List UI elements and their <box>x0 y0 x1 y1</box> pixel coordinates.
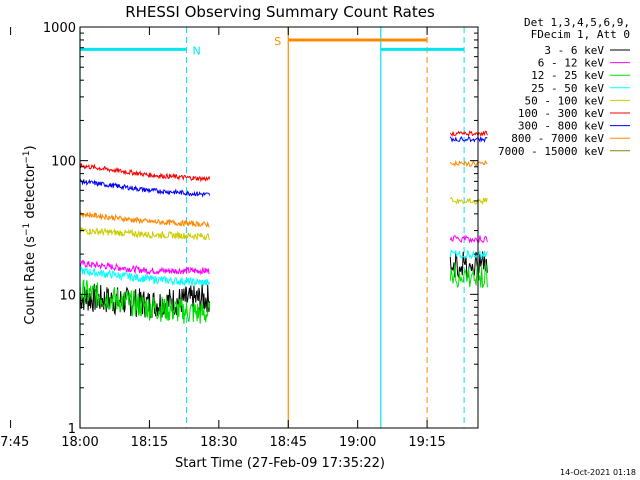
y-tick-label: 100 <box>51 155 76 170</box>
x-tick-label: 19:15 <box>408 435 445 450</box>
series-line-post <box>449 135 488 143</box>
legend-label: 7000 - 15000 keV <box>498 145 604 158</box>
series-12-25-kev <box>79 261 488 324</box>
x-tick-label: 17:45 <box>0 435 29 450</box>
legend-label: 100 - 300 keV <box>518 107 604 120</box>
series-line-pre <box>79 279 211 324</box>
series-800-7000-kev <box>79 159 488 228</box>
legend-label: 50 - 100 keV <box>525 94 605 107</box>
x-tick-label: 18:45 <box>270 435 307 450</box>
legend-label: 25 - 50 keV <box>531 82 604 95</box>
series-line-pre <box>79 266 211 287</box>
series-100-300-kev <box>79 130 488 183</box>
series-line-pre <box>79 211 210 228</box>
series-line-pre <box>79 227 210 242</box>
series-300-800-kev <box>79 135 488 198</box>
legend-label: 3 - 6 keV <box>544 44 604 57</box>
series-line-pre <box>79 178 211 198</box>
series-6-12-kev <box>79 234 488 276</box>
y-axis-label: Count Rate (s−1 detector−1) <box>22 145 38 324</box>
legend-label: 800 - 7000 keV <box>511 132 604 145</box>
legend-header-line-1: Det 1,3,4,5,6,9, <box>524 16 630 29</box>
legend-label: 12 - 25 keV <box>531 69 604 82</box>
plot-frame <box>79 26 479 429</box>
series-50-100-kev <box>79 196 488 242</box>
x-axis-label: Start Time (27-Feb-09 17:35:22) <box>175 456 385 471</box>
series-line-pre <box>79 283 211 319</box>
series-line-pre <box>79 163 211 183</box>
series-line-post <box>449 234 488 244</box>
chart-title: RHESSI Observing Summary Count Rates <box>125 3 435 21</box>
series-line-post <box>449 130 488 138</box>
legend-label: 300 - 800 keV <box>518 120 604 133</box>
legend-header-line-2: FDecim 1, Att 0 <box>531 28 630 41</box>
series-line-pre <box>79 259 210 276</box>
x-tick-label: 19:00 <box>339 435 376 450</box>
series-line-post <box>449 261 488 288</box>
night-label: N <box>192 44 200 57</box>
footer-timestamp: 14-Oct-2021 01:18 <box>560 468 636 477</box>
legend-label: 6 - 12 keV <box>538 57 605 70</box>
y-tick-label: 1000 <box>43 21 76 36</box>
series-25-50-kev <box>79 249 488 287</box>
x-tick-label: 18:15 <box>131 435 168 450</box>
series-line-post <box>449 249 488 260</box>
y-tick-label: 10 <box>59 288 76 303</box>
y-tick-label: 1 <box>68 422 76 437</box>
series-line-post <box>449 196 488 205</box>
x-tick-label: 18:30 <box>200 435 237 450</box>
series-line-post <box>449 159 488 168</box>
x-tick-label: 18:00 <box>61 435 98 450</box>
saa-label: S <box>274 35 281 48</box>
